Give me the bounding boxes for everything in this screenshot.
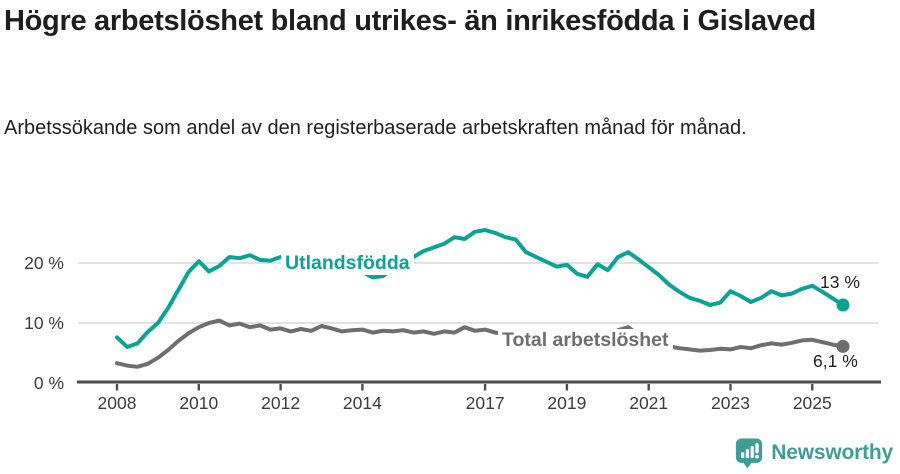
page-subtitle: Arbetssökande som andel av den registerb…	[4, 117, 747, 139]
x-axis-label-2021: 2021	[629, 393, 669, 413]
series-end-dot-total	[836, 339, 850, 353]
x-axis-label-2008: 2008	[97, 393, 137, 413]
x-axis-label-2025: 2025	[792, 393, 832, 413]
y-axis-label-0: 0 %	[33, 373, 64, 393]
series-line-total	[115, 318, 845, 369]
end-value-label-total: 6,1 %	[813, 351, 858, 371]
x-axis-label-2019: 2019	[547, 393, 587, 413]
series-end-dot-utlandsfodda	[836, 298, 850, 312]
end-value-label-utlandsfodda: 13 %	[820, 272, 860, 292]
x-axis-label-2023: 2023	[711, 393, 750, 413]
series-line-utlandsfodda	[115, 228, 845, 349]
newsworthy-bubble-chart-icon	[736, 438, 763, 469]
series-label-utlandsfodda: Utlandsfödda	[281, 252, 414, 275]
x-axis-label-2017: 2017	[465, 393, 505, 413]
y-axis-label-10: 10 %	[24, 313, 64, 333]
newsworthy-wordmark: Newsworthy	[771, 441, 893, 464]
page-title: Högre arbetslöshet bland utrikes- än inr…	[4, 5, 816, 37]
x-axis-label-2014: 2014	[342, 393, 382, 413]
newsworthy-logo[interactable]: Newsworthy	[734, 437, 893, 469]
x-axis-label-2010: 2010	[179, 393, 219, 413]
series-label-total-arbetsloshet: Total arbetslöshet	[498, 329, 673, 352]
y-axis-label-20: 20 %	[24, 253, 64, 273]
x-axis-label-2012: 2012	[261, 393, 301, 413]
